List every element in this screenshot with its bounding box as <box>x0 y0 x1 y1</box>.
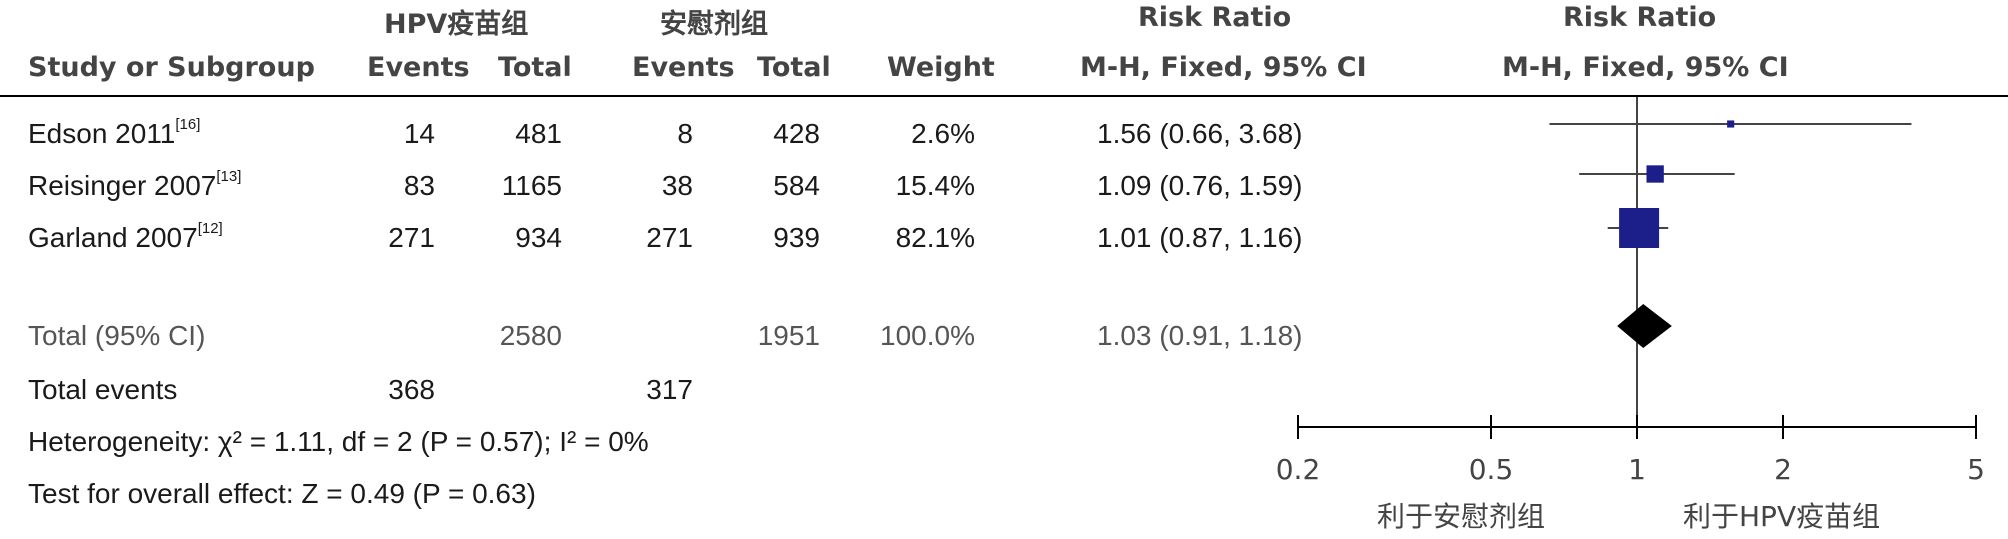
total-label: Total (95% CI) <box>28 320 206 351</box>
total-ci: 1.03 (0.91, 1.18) <box>1097 320 1303 351</box>
weight-cell: 15.4% <box>895 170 975 201</box>
x-tick-label: 5 <box>1967 453 1985 486</box>
study-ref: [16] <box>175 116 201 133</box>
favours-left-label: 利于安慰剂组 <box>1377 500 1546 533</box>
study-column-header: Study or Subgroup <box>28 52 315 83</box>
study-box <box>1646 165 1664 183</box>
heterogeneity-text: Heterogeneity: χ² = 1.11, df = 2 (P = 0.… <box>28 426 649 457</box>
overall-effect-text: Test for overall effect: Z = 0.49 (P = 0… <box>28 478 536 509</box>
total-events1: 368 <box>388 374 435 405</box>
favours-right-label: 利于HPV疫苗组 <box>1683 500 1881 533</box>
total1-cell: 481 <box>515 118 562 149</box>
study-ref: [13] <box>216 168 242 185</box>
total2-cell: 939 <box>773 222 820 253</box>
pooled-diamond <box>1617 304 1672 348</box>
weight-cell: 82.1% <box>895 222 975 253</box>
group1-header: HPV疫苗组 <box>384 9 529 40</box>
total-events-label: Total events <box>28 374 178 405</box>
method-header-table: M-H, Fixed, 95% CI <box>1080 52 1367 83</box>
x-tick-label: 2 <box>1774 453 1792 486</box>
events1-header: Events <box>367 52 470 83</box>
events2-cell: 8 <box>677 118 693 149</box>
x-tick-label: 0.2 <box>1276 453 1321 486</box>
ci-cell: 1.01 (0.87, 1.16) <box>1097 222 1303 253</box>
group2-header: 安慰剂组 <box>660 9 768 40</box>
study-name: Garland 2007[12] <box>28 220 223 253</box>
study-box <box>1619 208 1660 248</box>
total2-cell: 428 <box>773 118 820 149</box>
total-events2: 317 <box>646 374 693 405</box>
study-name: Reisinger 2007[13] <box>28 168 242 201</box>
study-name: Edson 2011[16] <box>28 116 201 149</box>
header-divider <box>0 95 2008 97</box>
total2-cell: 584 <box>773 170 820 201</box>
events2-header: Events <box>632 52 735 83</box>
events1-cell: 271 <box>388 222 435 253</box>
events1-cell: 83 <box>403 170 435 201</box>
total1-cell: 1165 <box>501 170 562 201</box>
events2-cell: 271 <box>646 222 693 253</box>
total2-header: Total <box>757 52 831 83</box>
events1-cell: 14 <box>403 118 435 149</box>
rr-header-table: Risk Ratio <box>1138 2 1292 33</box>
total2-sum: 1951 <box>757 320 820 351</box>
study-ref: [12] <box>197 220 223 237</box>
x-tick-label: 0.5 <box>1469 453 1514 486</box>
method-header-plot: M-H, Fixed, 95% CI <box>1502 52 1789 83</box>
total-weight: 100.0% <box>880 320 975 351</box>
weight-cell: 2.6% <box>911 118 975 149</box>
total1-sum: 2580 <box>499 320 562 351</box>
events2-cell: 38 <box>661 170 693 201</box>
total1-header: Total <box>498 52 572 83</box>
total1-cell: 934 <box>515 222 562 253</box>
rr-header-plot: Risk Ratio <box>1563 2 1717 33</box>
weight-header: Weight <box>887 52 995 83</box>
ci-cell: 1.09 (0.76, 1.59) <box>1097 170 1303 201</box>
ci-cell: 1.56 (0.66, 3.68) <box>1097 118 1303 149</box>
study-box <box>1727 120 1735 128</box>
x-tick-label: 1 <box>1628 453 1646 486</box>
